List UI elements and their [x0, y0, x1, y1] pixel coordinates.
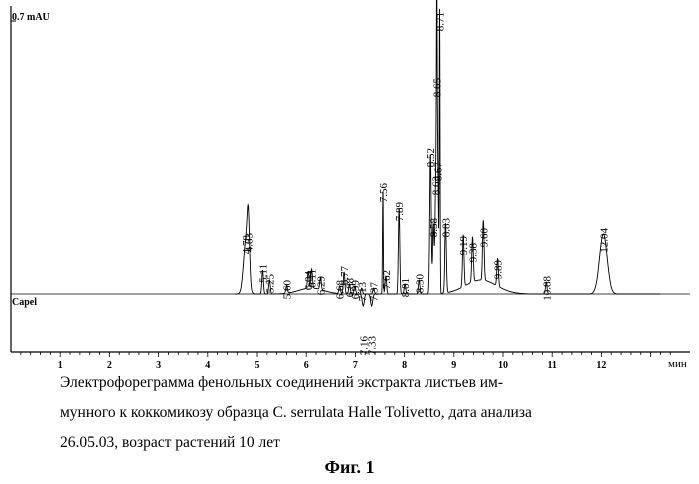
x-tick-label: 1: [58, 360, 63, 370]
x-tick-label: 9: [451, 360, 456, 370]
peak-label: 6.99: [350, 280, 362, 300]
peak-label: 5.60: [282, 280, 294, 300]
peak-label: 6.29: [316, 276, 328, 296]
peak-label: 8.83: [440, 218, 452, 238]
caption-line-1: Электрофореграмма фенольных соединений э…: [60, 374, 504, 391]
peak-label: 6.04: [303, 271, 315, 291]
chart-traces: [234, 0, 661, 308]
x-tick-label: 7: [353, 360, 358, 370]
x-tick-label: 3: [156, 360, 161, 370]
x-tick-label: 10: [498, 360, 508, 370]
peak-label: 9.19: [458, 236, 470, 256]
peak-label: 8.63: [431, 176, 443, 196]
chart-peak-labels: 4.784.835.115.25 5.60 6.046.116.29 6.686.77…: [241, 12, 610, 355]
peak-label: 4.78: [241, 235, 253, 255]
lower-trace-label: Capel: [12, 297, 37, 308]
x-tick-label: 4: [205, 360, 210, 370]
peak-label: 8.30: [414, 274, 426, 294]
peak-label: 7.37: [369, 282, 381, 302]
peak-label: 6.68: [335, 280, 347, 300]
caption-line-3: 26.05.03, возраст растений 10 лет: [60, 434, 280, 451]
peak-label: 8.58: [428, 218, 440, 238]
x-tick-label: 11: [547, 360, 556, 370]
peak-label: 9.89: [493, 260, 505, 280]
x-tick-label: 6: [304, 360, 309, 370]
x-tick-label: 2: [107, 360, 112, 370]
y-axis-unit-label: 0.7 mAU: [12, 12, 50, 23]
peak-label: 4.83: [244, 233, 256, 253]
caption-line-2: мунного к коккомикозу образца C. serrula…: [60, 404, 532, 421]
chart-axes: 1 2 3 4 5 6 7 8 9 10 11 12: [10, 6, 690, 370]
peak-label: 6.11: [307, 269, 319, 288]
upper-trace-line: [234, 0, 661, 295]
peak-label: 7.13: [357, 282, 369, 302]
x-axis-unit-label: мин: [668, 358, 687, 370]
peak-label: 5.25: [264, 274, 276, 294]
peak-label: 8.52: [425, 148, 437, 167]
peak-label: 9.38: [468, 243, 480, 263]
peak-label: 8.67: [433, 162, 445, 182]
negative-peak-label: 7.16: [358, 336, 370, 356]
peak-label: 6.77: [339, 266, 351, 286]
peak-label: 8.01: [400, 278, 412, 297]
negative-peak-trace: [350, 293, 380, 308]
peak-label: 5.11: [257, 264, 269, 283]
electropherogram-chart: 1 2 3 4 5 6 7 8 9 10 11 12 4.784.835.115.25 5.60 6.04…: [10, 0, 690, 370]
x-tick-label: 5: [255, 360, 260, 370]
peak-label: 9.60: [478, 228, 490, 248]
peak-label: 7.62: [381, 270, 393, 289]
peak-label: 12.04: [598, 228, 610, 253]
peak-label: 10.88: [541, 276, 553, 301]
peak-label: 7.56: [378, 183, 390, 203]
peak-label: 8.65: [432, 78, 444, 98]
peak-label: 8.71: [435, 12, 447, 31]
negative-peak-label: 7.33: [367, 336, 379, 356]
peak-label: 7.89: [394, 202, 406, 222]
x-tick-label: 8: [402, 360, 407, 370]
figure-label: Фиг. 1: [324, 457, 375, 477]
x-tick-label: 12: [596, 360, 606, 370]
peak-label: 6.88: [345, 278, 357, 298]
